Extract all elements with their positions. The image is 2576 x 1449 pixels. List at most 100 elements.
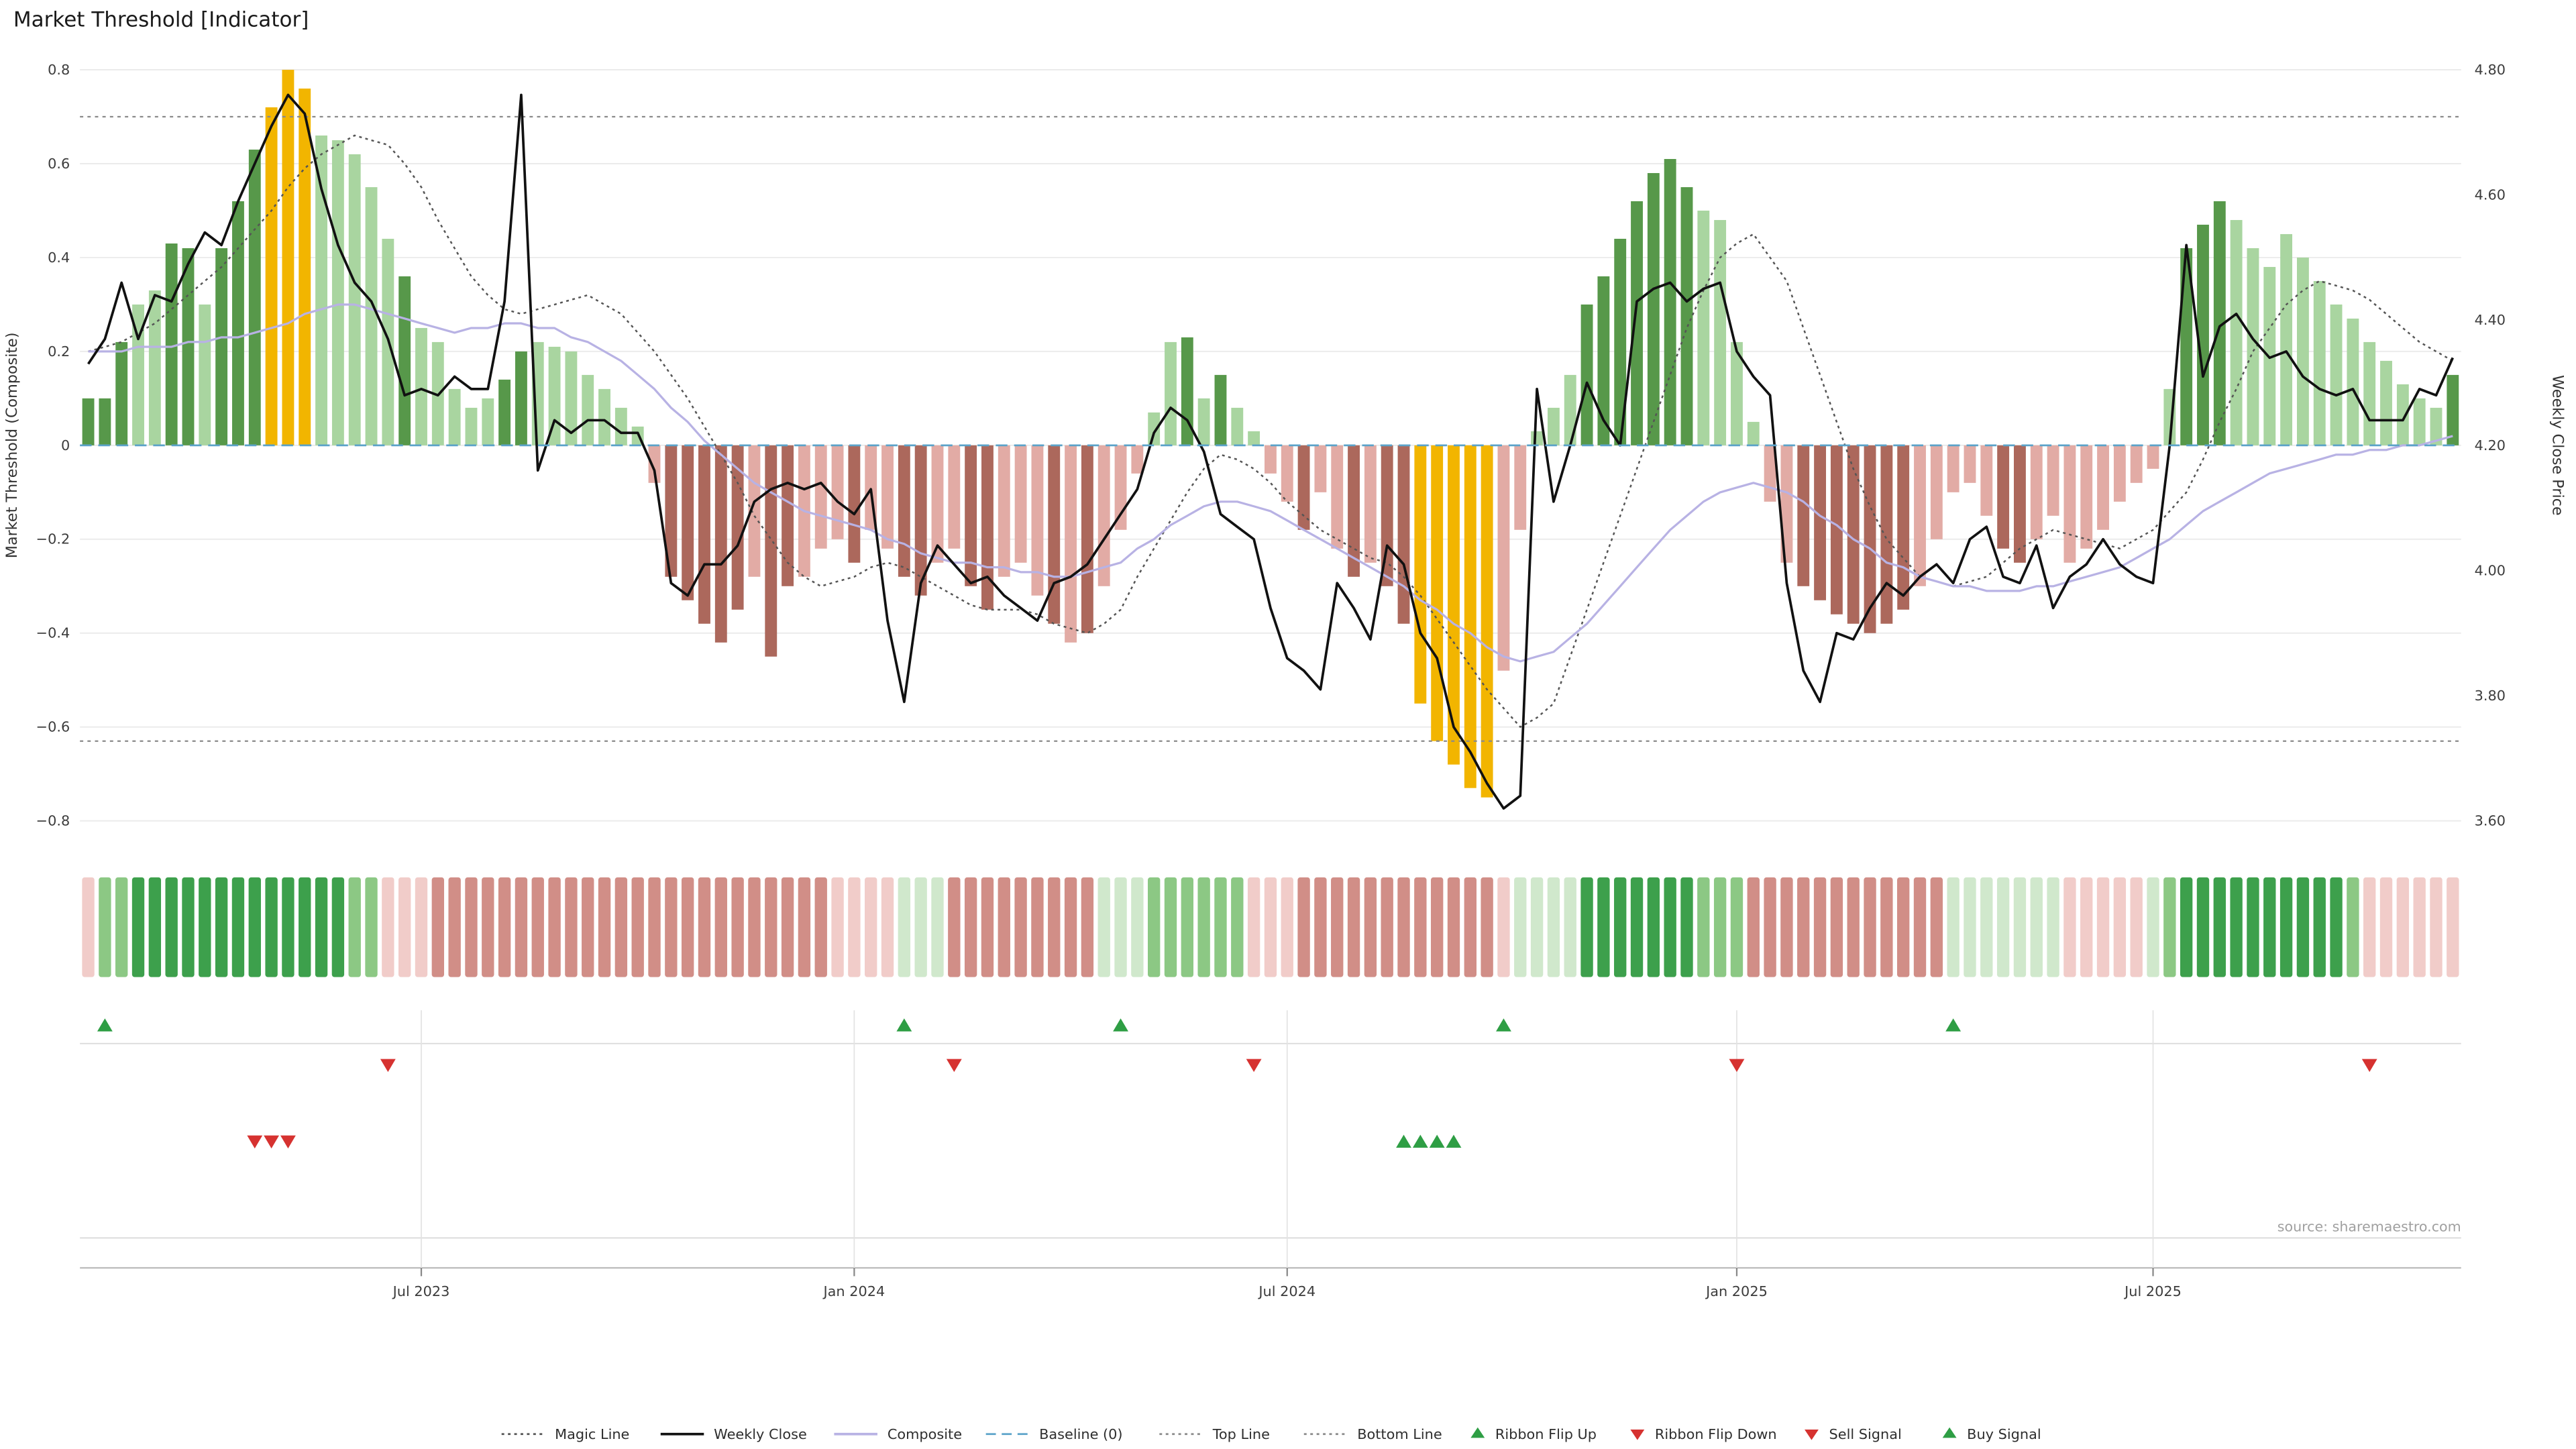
ribbon-cell <box>548 877 561 977</box>
ribbon-cell <box>798 877 811 977</box>
threshold-bar <box>2080 445 2093 549</box>
ribbon-cell <box>2180 877 2193 977</box>
threshold-bar <box>1114 445 1127 530</box>
ribbon-flip-down-marker <box>2361 1059 2377 1073</box>
threshold-bar <box>931 445 944 563</box>
threshold-bar <box>1847 445 1860 624</box>
ribbon-cell <box>1630 877 1644 977</box>
threshold-bar <box>132 304 144 445</box>
threshold-bar <box>1580 304 1593 445</box>
ribbon-flip-up-marker <box>1945 1018 1962 1032</box>
threshold-bar <box>331 140 344 445</box>
ribbon-cell <box>1930 877 1943 977</box>
legend-triangle-up-icon <box>1470 1427 1485 1438</box>
right-axis-tick-label: 4.00 <box>2475 562 2506 578</box>
ribbon-cell <box>1547 877 1560 977</box>
threshold-bar <box>1414 445 1427 704</box>
buy-signal-marker <box>1446 1134 1462 1148</box>
threshold-bar <box>1248 431 1260 445</box>
ribbon-cell <box>714 877 727 977</box>
threshold-bar <box>165 243 178 445</box>
ribbon-cell <box>565 877 578 977</box>
ribbon-cell <box>2113 877 2127 977</box>
ribbon-cell <box>99 877 111 977</box>
ribbon-cell <box>1597 877 1610 977</box>
threshold-bar <box>99 398 111 445</box>
legend: Magic Line Weekly Close Composite Baseline … <box>501 1426 2041 1442</box>
ribbon-cell <box>2196 877 2210 977</box>
threshold-bar <box>2197 224 2209 445</box>
threshold-bar <box>1448 445 1460 765</box>
threshold-bar <box>2413 398 2426 445</box>
ribbon-cell <box>598 877 611 977</box>
ribbon-cell <box>2096 877 2110 977</box>
legend-item-label: Ribbon Flip Up <box>1495 1426 1597 1442</box>
ribbon-cell <box>1880 877 1893 977</box>
ribbon-cell <box>582 877 594 977</box>
legend-item-label: Buy Signal <box>1967 1426 2041 1442</box>
ribbon-cell <box>299 877 311 977</box>
ribbon-cell <box>931 877 944 977</box>
ribbon-flip-up-marker <box>1113 1018 1128 1032</box>
ribbon-cell <box>1197 877 1210 977</box>
threshold-bar <box>1980 445 1993 516</box>
ribbon-cell <box>199 877 211 977</box>
threshold-bar <box>148 290 161 445</box>
ribbon-cell <box>1231 877 1244 977</box>
threshold-bar <box>1880 445 1893 624</box>
threshold-bar <box>1930 445 1943 539</box>
threshold-bar <box>365 186 378 445</box>
ribbon-cell <box>1297 877 1310 977</box>
threshold-bar <box>1431 445 1444 741</box>
threshold-bar <box>1165 341 1177 445</box>
threshold-bar <box>981 445 994 610</box>
threshold-bar <box>748 445 761 577</box>
ribbon-cell <box>2379 877 2393 977</box>
threshold-bar <box>1997 445 2010 549</box>
ribbon-cell <box>115 877 128 977</box>
threshold-bar <box>1664 159 1676 445</box>
ribbon-cell <box>1664 877 1676 977</box>
legend-item-label: Baseline (0) <box>1039 1426 1122 1442</box>
ribbon-cell <box>1680 877 1693 977</box>
threshold-bar <box>398 276 411 445</box>
ribbon-cell <box>1964 877 1976 977</box>
threshold-bar <box>448 388 461 445</box>
ribbon-cell <box>448 877 461 977</box>
ribbon-cell <box>1913 877 1927 977</box>
threshold-bar <box>1597 276 1610 445</box>
ribbon-cell <box>182 877 195 977</box>
threshold-bar <box>265 107 278 445</box>
threshold-bar <box>1097 445 1110 586</box>
buy-signal-marker <box>1396 1134 1411 1148</box>
ribbon-cell <box>2063 877 2076 977</box>
threshold-bar <box>1364 445 1377 563</box>
ribbon-flip-down-marker <box>946 1059 962 1073</box>
threshold-bar <box>948 445 961 549</box>
threshold-bar <box>1314 445 1327 492</box>
threshold-bar <box>1531 431 1544 445</box>
ribbon-cell <box>1813 877 1827 977</box>
x-axis-tick-label: Jul 2023 <box>392 1283 450 1299</box>
threshold-bar <box>582 374 594 445</box>
left-axis-tick-label: 0 <box>61 437 70 453</box>
threshold-bar <box>1281 445 1293 502</box>
ribbon-cell <box>1464 877 1477 977</box>
threshold-bars-layer <box>82 70 2459 798</box>
ribbon-cell <box>881 877 894 977</box>
left-axis-tick-label: 0.2 <box>48 343 70 360</box>
threshold-bar <box>648 445 661 483</box>
ribbon-cell <box>231 877 245 977</box>
ribbon-cell <box>1364 877 1377 977</box>
left-axis-title: Market Threshold (Composite) <box>3 332 21 558</box>
threshold-bar <box>1914 445 1926 586</box>
legend-item-label: Composite <box>888 1426 962 1442</box>
sell-signal-marker <box>280 1135 296 1148</box>
ribbon-cell <box>248 877 261 977</box>
ribbon-cell <box>2347 877 2359 977</box>
threshold-bar <box>1348 445 1360 577</box>
threshold-bar <box>315 136 328 445</box>
series-lines-layer <box>80 93 2461 810</box>
ribbon-cell <box>848 877 861 977</box>
ribbon-cell <box>1730 877 1743 977</box>
